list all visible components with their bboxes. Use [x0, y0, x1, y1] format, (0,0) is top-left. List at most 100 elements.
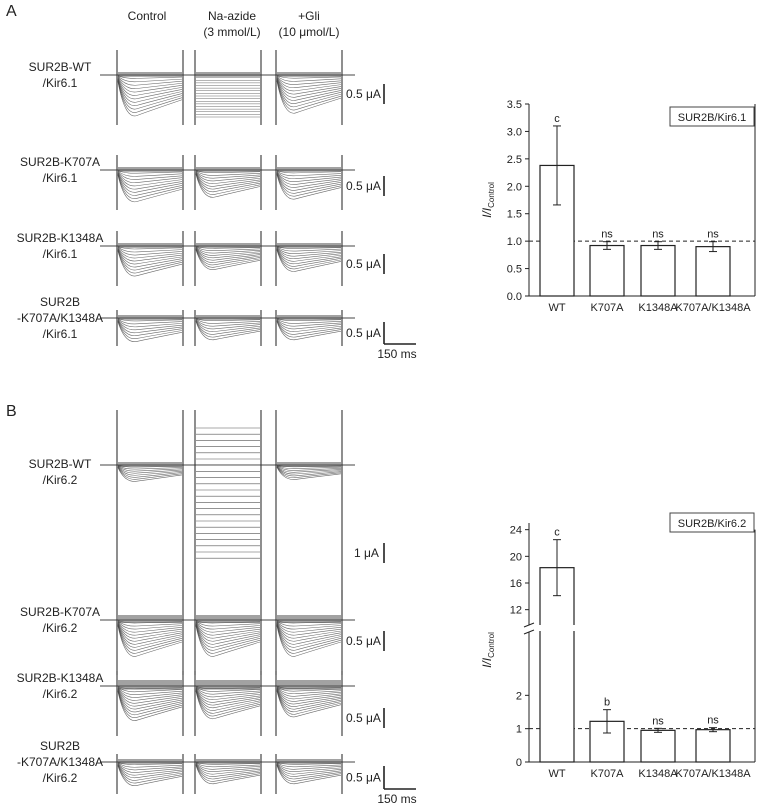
sweep: [276, 320, 342, 335]
y-tick-label: 0.0: [507, 291, 522, 303]
trace-band: [118, 167, 182, 172]
sweep: [117, 764, 183, 776]
sweep: [195, 688, 261, 700]
sweep: [276, 688, 342, 702]
trace-band: [196, 167, 260, 172]
trace-band: [118, 615, 182, 623]
y-axis-label-main: I/I: [480, 207, 494, 218]
sweep: [276, 79, 342, 101]
sweep: [276, 624, 342, 651]
sweep: [195, 248, 261, 261]
y-tick-label: 12: [510, 605, 522, 617]
sweep: [117, 171, 183, 180]
significance-label: ns: [652, 715, 664, 727]
sweep: [117, 467, 183, 480]
sweep: [276, 248, 342, 262]
row-label: /Kir6.2: [43, 771, 78, 785]
scale-label: 0.5 μA: [346, 179, 381, 193]
sweep: [276, 249, 342, 270]
sweep: [276, 687, 342, 697]
sweep: [276, 247, 342, 254]
time-scale-label: 150 ms: [377, 792, 416, 806]
sweep: [276, 622, 342, 636]
significance-label: ns: [601, 229, 613, 241]
trace-band: [277, 615, 341, 623]
legend-label: SUR2B/Kir6.1: [678, 112, 746, 124]
sweep: [276, 624, 342, 648]
sweep: [117, 81, 183, 113]
sweep: [276, 690, 342, 715]
bar-charts: 0.0 0.5 1.0 1.5 2.0 2.5 3.0 3.5 c WT ns K707A ns K134…: [480, 99, 756, 780]
sweep: [195, 620, 261, 624]
sweep: [117, 622, 183, 639]
sweep: [117, 688, 183, 704]
row-label: /Kir6.1: [43, 76, 78, 90]
sweep: [195, 318, 261, 322]
sweep: [276, 76, 342, 89]
sweep: [195, 691, 261, 720]
y-tick-label: 3.0: [507, 126, 522, 138]
sweep: [195, 624, 261, 648]
row-label: /Kir6.1: [43, 327, 78, 341]
sweep: [117, 247, 183, 259]
sweep: [276, 78, 342, 98]
trace-band: [277, 72, 341, 77]
figure-labels: A B Control Na-azide (3 mmol/L) +Gli (10 μmol/…: [6, 3, 417, 806]
sweep: [276, 690, 342, 713]
scale-label: 0.5 μA: [346, 326, 381, 340]
row-label: -K707A/K1348A: [17, 755, 103, 769]
recording: [275, 410, 343, 600]
sweep: [195, 624, 261, 651]
sweep: [195, 320, 261, 332]
sweep: [117, 246, 183, 250]
sweep: [117, 624, 183, 651]
sweep: [276, 80, 342, 111]
sweep: [195, 621, 261, 630]
scale-label: 0.5 μA: [346, 711, 381, 725]
sweep: [276, 81, 342, 114]
sweep: [276, 319, 342, 330]
panel-letter-b: B: [6, 403, 17, 420]
sweep: [117, 691, 183, 721]
recording: [194, 410, 262, 600]
sweep: [117, 686, 183, 693]
sweep: [276, 625, 342, 654]
recording: [116, 231, 184, 286]
sweep: [117, 248, 183, 262]
sweep: [276, 172, 342, 185]
sweep: [276, 321, 342, 338]
sweep: [276, 686, 342, 689]
sweep: [117, 623, 183, 645]
sweep: [276, 75, 342, 79]
sweep: [195, 690, 261, 714]
y-tick-label: 0.5: [507, 264, 522, 276]
sweep: [276, 466, 342, 475]
sweep: [276, 687, 342, 695]
sweep: [276, 762, 342, 765]
trace-band: [196, 315, 260, 320]
sweep: [117, 81, 183, 117]
recording: [116, 310, 184, 346]
row-label: SUR2B-WT: [29, 60, 92, 74]
sweep: [117, 465, 183, 470]
y-tick-label: 24: [510, 525, 522, 537]
trace-band: [277, 462, 341, 467]
scale-label: 0.5 μA: [346, 87, 381, 101]
sweep: [195, 172, 261, 187]
sweep: [276, 467, 342, 480]
sweep: [276, 79, 342, 104]
recording: [116, 671, 184, 736]
sweep: [195, 762, 261, 765]
sweep: [117, 171, 183, 184]
trace-band: [118, 680, 182, 690]
sweep: [117, 319, 183, 328]
sweep: [276, 621, 342, 633]
recording: [275, 155, 343, 210]
bar: [589, 720, 625, 763]
sweep: [195, 686, 261, 690]
sweep: [276, 691, 342, 718]
trace-band: [277, 243, 341, 248]
sweep: [117, 173, 183, 190]
y-axis-label: I/IControl: [480, 632, 496, 668]
